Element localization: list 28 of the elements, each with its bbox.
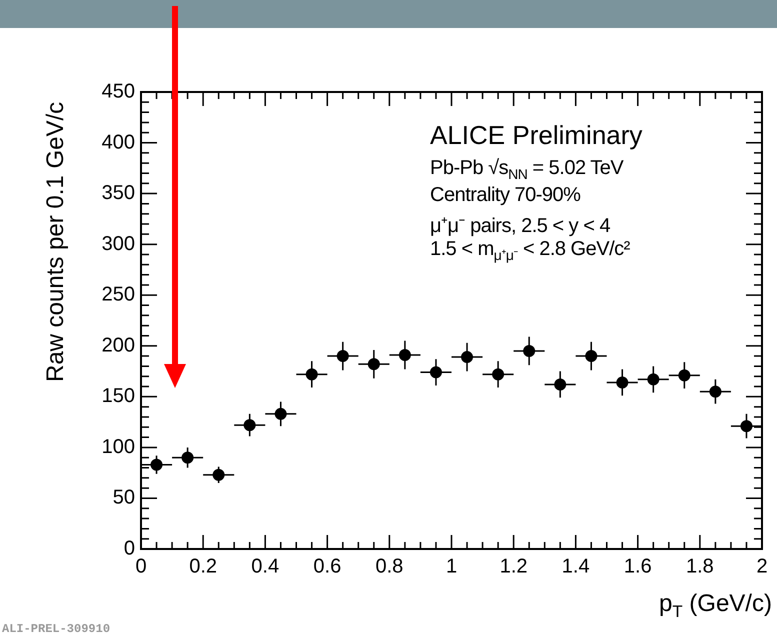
y-tick-label: 0 — [124, 538, 135, 560]
text: ALI-PREL-309910 — [2, 622, 110, 636]
y-tick-label: 100 — [102, 436, 135, 458]
x-tick-label: 1.8 — [686, 556, 714, 578]
annotation: 1.5 < m$_{μ⁺μ⁻}$ < 2.8 GeV/c² — [430, 238, 630, 264]
x-tick-label: 1.4 — [562, 556, 590, 578]
x-tick-label: 0.6 — [313, 556, 342, 578]
y-tick-label: 150 — [102, 385, 135, 408]
x-tick-label: 0.4 — [251, 556, 280, 578]
x-tick-label: 2 — [756, 556, 768, 578]
x-tick-label: 1 — [446, 556, 458, 578]
x-tick-label: 1.2 — [500, 556, 528, 578]
y-tick-label: 250 — [102, 284, 135, 306]
y-tick-label: 350 — [102, 182, 135, 204]
x-axis-title: p$_{T}$ (GeV/c) — [659, 590, 772, 622]
x-tick-label: 0.2 — [189, 556, 218, 578]
x-tick-label: 1.6 — [624, 556, 652, 578]
y-tick-label: 50 — [112, 486, 135, 509]
annotation: Centrality 70-90% — [430, 184, 580, 207]
y-axis-title: Raw counts per 0.1 GeV/c — [42, 102, 70, 382]
y-tick-label: 200 — [102, 334, 135, 356]
y-tick-label: 300 — [102, 232, 135, 255]
y-tick-label: 450 — [102, 80, 135, 103]
annotation: μ⁺μ⁻ pairs, 2.5 < y < 4 — [430, 214, 610, 238]
annotation: Pb-Pb √s$_{NN}$ = 5.02 TeV — [430, 157, 624, 182]
y-tick-label: 400 — [102, 131, 135, 154]
text: ALICE Preliminary — [430, 120, 642, 151]
x-tick-label: 0.8 — [375, 556, 404, 578]
